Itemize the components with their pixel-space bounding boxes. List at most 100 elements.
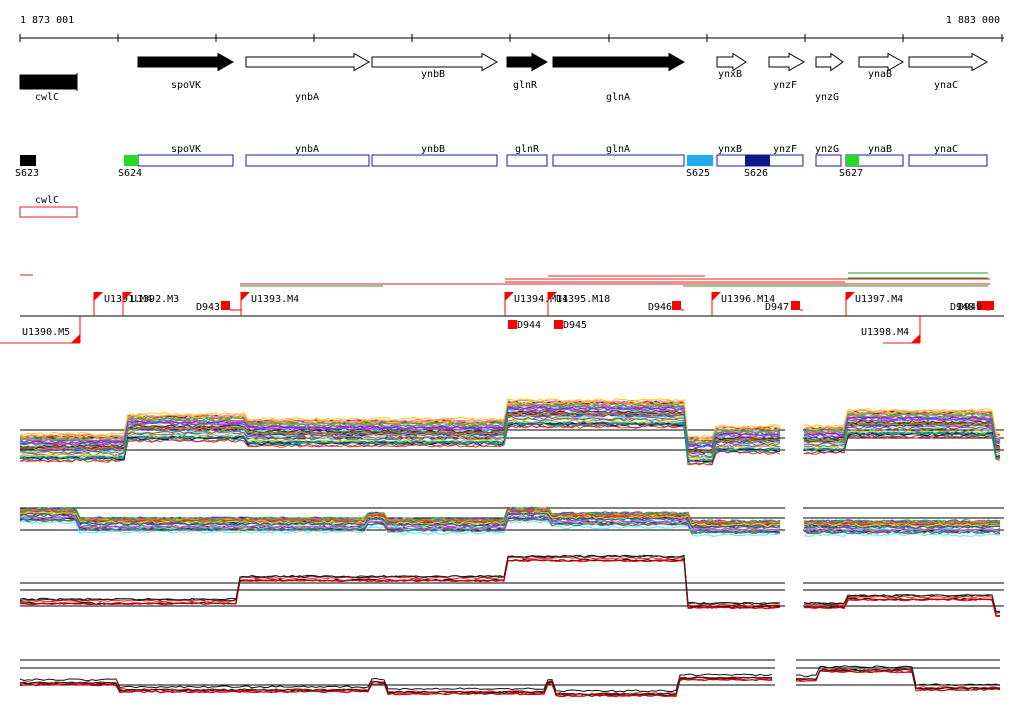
expression-trace [803,522,1001,527]
annotation-track: spoVK ynbA ynbB glnR glnA ynxB ynzF ynzG ynaB yna… [137,144,988,167]
domain-label: D945 [563,320,587,331]
domain-label: D944 [517,320,541,331]
gene-ynzF: ynzF [768,52,806,91]
site-marker [687,155,713,166]
expression-trace [19,514,781,532]
annotation-label: ynaB [868,144,892,155]
expression-trace [803,429,1001,456]
expression-trace [803,418,1001,445]
site-label: S627 [839,168,863,179]
reverse-annotation-cwlC: cwlC [19,195,78,218]
unit-flag [712,292,721,301]
annotation-ynbB: ynbB [371,144,498,167]
gene-ynxB: ynxB [716,52,747,80]
gene-ynaB: ynaB [858,52,905,80]
site-S625: S625 [686,155,713,179]
annotation-ynaC: ynaC [908,144,988,167]
expression-trace [19,673,773,693]
annotation-box [815,154,842,167]
expression-trace [803,412,1001,440]
gene-label: glnR [513,80,538,91]
gene-arrow [506,52,549,72]
expression-trace [19,555,780,606]
site-marker [745,155,770,166]
annotation-label: ynzF [773,144,797,155]
gene-arrow [552,52,686,72]
unit-label: U1392.M3 [131,294,179,305]
annotation-glnR: glnR [506,144,548,167]
expression-trace [803,532,1001,537]
site-label: S624 [118,168,142,179]
expression-trace [19,416,781,458]
expression-trace [804,422,1001,450]
domain-marker [672,301,681,310]
gene-label: ynxB [718,69,742,80]
expression-trace [795,665,1001,687]
annotation-ynbA: ynbA [245,144,370,167]
annotation-label: ynxB [718,144,742,155]
expression-panel-1 [19,398,1004,466]
domain-D947: D947 [765,301,803,313]
gene-arrow [815,52,844,72]
panel1-traces [19,398,1001,466]
expression-trace [19,516,781,534]
unit-flag [505,292,514,301]
expression-trace [19,411,781,453]
site-S624: S624 [118,155,142,179]
expression-trace [803,527,1001,532]
ruler-ticks [19,34,1003,42]
expression-trace [803,426,1001,454]
expression-trace [803,598,1001,617]
panel2-traces [19,506,1001,537]
unit-flag [846,292,855,301]
annotation-label: ynaC [934,144,958,155]
unit-U1391.M4: U1391.M4 [93,292,152,316]
site-label: S626 [744,168,768,179]
gene-label: ynzF [773,80,797,91]
annotation-box [908,154,988,167]
gene-arrow [371,52,499,72]
unit-label: U1397.M4 [855,294,903,305]
expression-trace [19,508,781,525]
expression-trace [803,529,1001,534]
unit-flag [911,334,920,343]
gene-track: cwlC spoVK ynbA ynbB glnR glnA ynxB ynzF ynzG yna… [19,52,989,103]
domain-marker [554,320,563,329]
expression-trace [803,519,1001,524]
annotation-ynxB: ynxB [716,144,747,167]
domain-marker [791,301,800,310]
site-marker [846,155,859,166]
annotation-spoVK: spoVK [137,144,234,167]
annotation-label: spoVK [171,144,201,155]
coordinate-ruler: 1 873 001 1 883 000 [19,15,1004,42]
domain-D945: D945 [554,320,587,331]
expression-trace [803,520,1001,525]
domain-D949: D949 [958,301,994,313]
site-label: S623 [15,168,39,179]
expression-trace [19,412,781,454]
gene-spoVK: spoVK [137,52,235,91]
expression-trace [19,399,781,441]
expression-trace [19,510,781,527]
annotation-label: glnR [515,144,540,155]
domain-D946: D946 [648,301,684,313]
annotation-label: ynbB [421,144,445,155]
expression-trace [795,670,1001,692]
expression-panel-2 [19,506,1004,537]
unit-flag [241,292,250,301]
gene-label: ynzG [815,92,839,103]
domain-marker [977,301,986,310]
annotation-box [137,154,234,167]
domain-marker [985,301,994,310]
site-S627: S627 [839,155,863,179]
domain-label: D947 [765,302,789,313]
site-track: S623 S624 S625 S626 S627 [15,155,863,179]
expression-trace [803,408,1001,434]
expression-trace [19,404,781,445]
domain-marker [221,301,230,310]
panel3-traces [19,554,1001,617]
site-S626: S626 [744,155,770,179]
expression-trace [795,668,1001,690]
unit-flag [71,334,80,343]
